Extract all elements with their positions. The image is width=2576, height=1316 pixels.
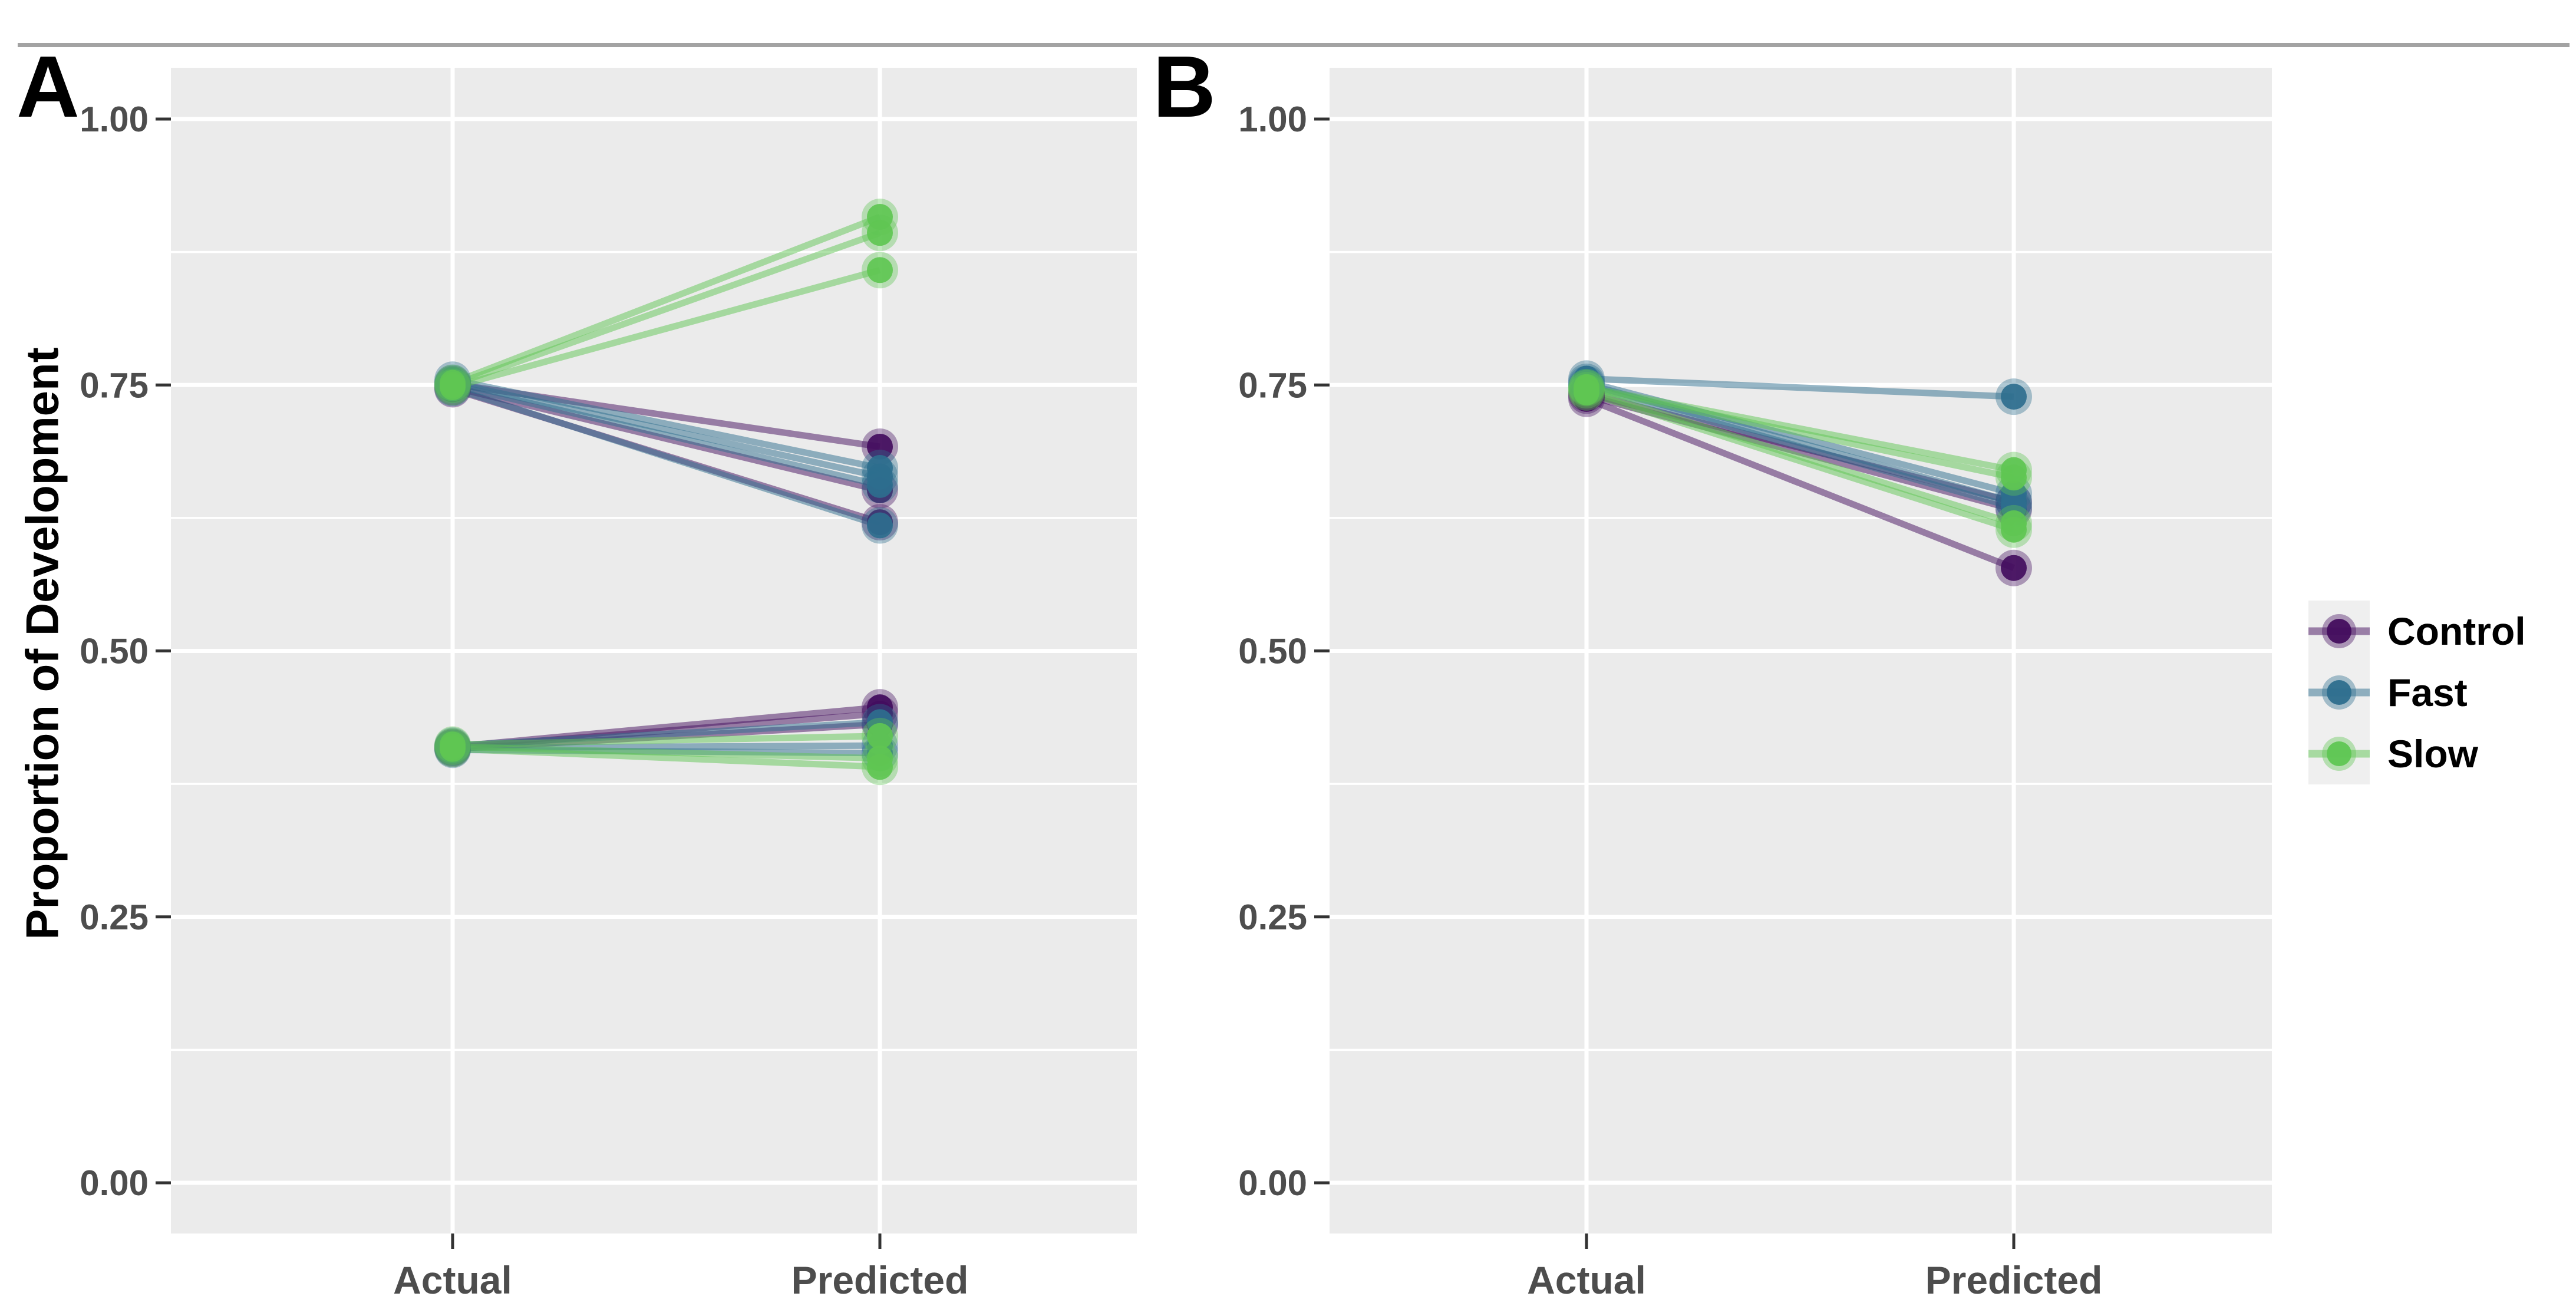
y-tick-label: 0.00 [80,1163,149,1203]
data-point-control [867,433,893,460]
data-point-fast [867,512,893,539]
series-line-slow [451,229,881,388]
series-line-fast [451,381,881,489]
y-tick-label: 1.00 [1238,100,1307,139]
data-point-slow [867,220,893,246]
data-point-slow [867,257,893,283]
control-key-icon [2308,601,2370,662]
fast-key-icon [2308,662,2370,723]
series-line-slow [451,267,881,391]
series-line-slow [451,213,881,386]
data-point-fast [867,471,893,498]
legend-key-point [2327,680,2351,705]
series-line-slow [452,746,880,770]
x-tick-label: Actual [393,1258,512,1302]
slow-key-icon [2308,723,2370,784]
legend-item-control: Control [2308,601,2526,662]
y-tick-label: 0.75 [80,365,149,405]
y-tick-label: 0.75 [1238,365,1307,405]
y-axis-title: Proportion of Development [16,347,68,940]
legend-label: Slow [2387,732,2479,776]
x-tick-label: Predicted [1925,1258,2103,1302]
legend-key-point [2327,619,2351,644]
y-tick-label: 0.25 [80,898,149,937]
y-tick-label: 0.50 [1238,632,1307,671]
series-line-control [1585,395,2016,571]
legend-item-fast: Fast [2308,662,2526,723]
data-point-slow [1574,379,1599,405]
y-tick-label: 0.50 [80,632,149,671]
panel-letter-a: A [17,38,80,136]
data-point-slow [440,735,466,762]
data-point-fast [2001,384,2027,410]
y-tick-label: 0.00 [1238,1163,1307,1203]
series-line-slow [1585,389,2015,533]
series-line-fast [1586,375,2014,400]
x-tick-label: Predicted [791,1258,969,1302]
panel-letter-b: B [1153,38,1216,136]
data-point-slow [440,374,466,400]
x-tick-label: Actual [1527,1258,1646,1302]
series-line-slow [452,733,880,748]
series-line-fast [451,385,881,529]
data-point-control [2001,555,2027,581]
data-point-slow [2001,464,2027,491]
y-tick-label: 1.00 [80,100,149,139]
legend-key-point [2327,741,2351,766]
legend-label: Fast [2387,671,2468,714]
legend-label: Control [2387,609,2526,653]
data-point-slow [867,723,893,749]
data-point-slow [2001,516,2027,543]
legend-item-slow: Slow [2308,723,2526,784]
legend: Control Fast Slow [2308,601,2526,784]
series-line-fast [451,376,881,471]
y-tick-label: 0.25 [1238,898,1307,937]
series-line-slow [1585,385,2015,481]
data-point-slow [867,754,893,780]
top-divider [18,43,2570,47]
